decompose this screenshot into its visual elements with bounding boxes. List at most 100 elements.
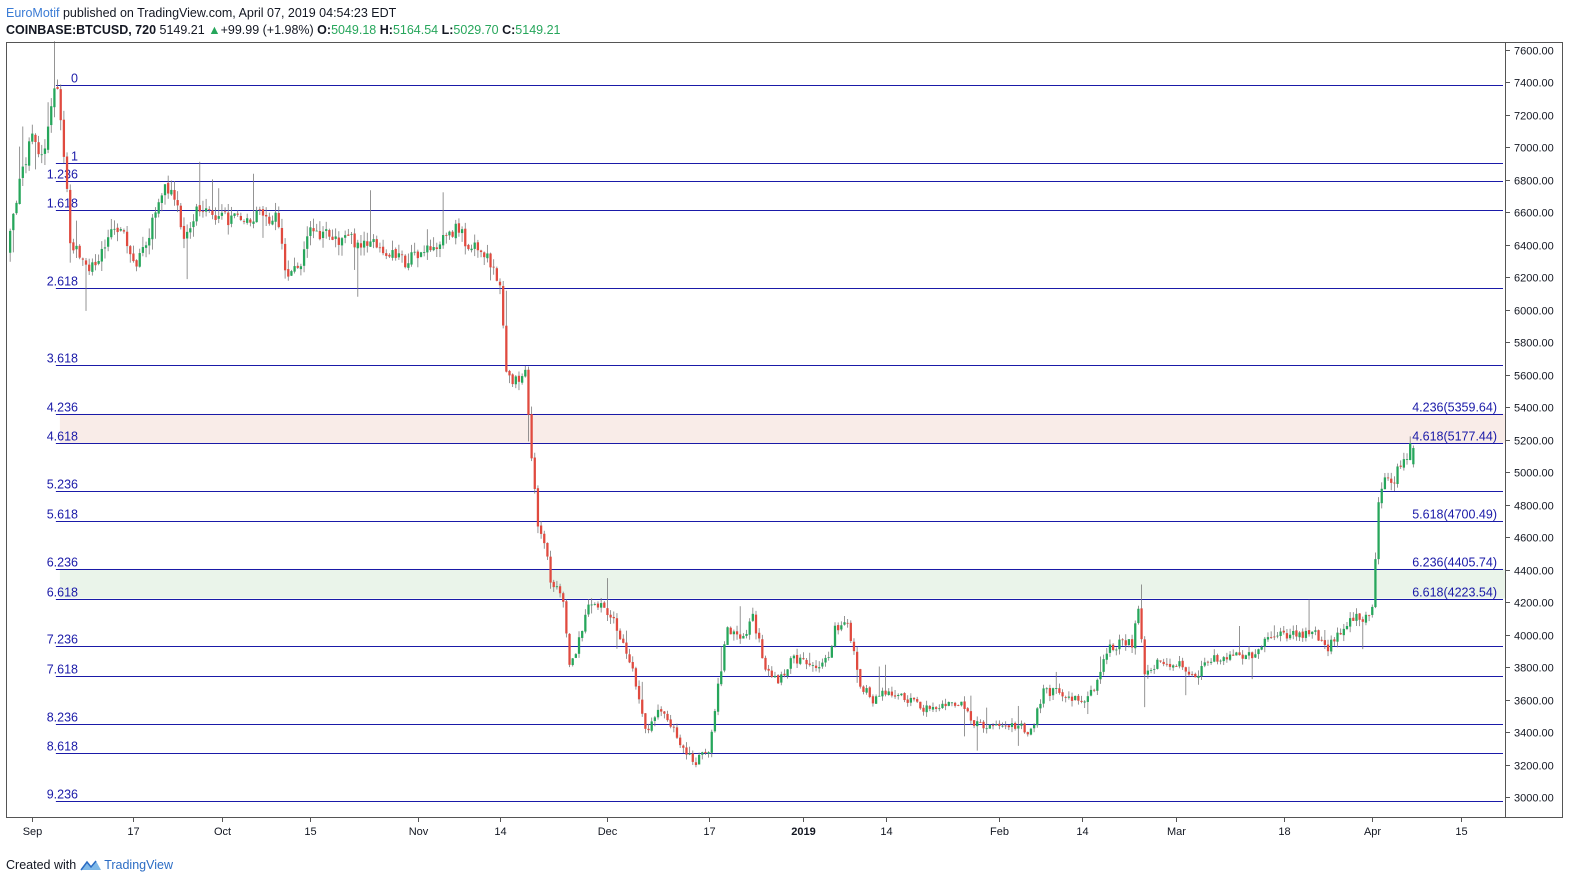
candle-body	[173, 190, 176, 200]
tradingview-brand: TradingView	[104, 858, 173, 872]
candle	[353, 228, 356, 270]
candle-body	[1247, 652, 1251, 656]
candle	[799, 654, 802, 666]
candle-body	[1301, 631, 1304, 638]
candle-body	[720, 671, 723, 685]
candle-body	[62, 119, 66, 157]
fib-ratio-label: 0	[71, 72, 78, 86]
candle	[985, 707, 988, 734]
candle-body	[647, 728, 650, 731]
candle	[931, 702, 935, 712]
candle-body	[1156, 659, 1159, 669]
candle	[1257, 648, 1260, 659]
candle-body	[780, 674, 783, 683]
candle	[786, 669, 789, 679]
fib-retracement[interactable]: 0 1 1.236 1.618 2.618 3.618 4.236 4.236(5359.64…	[47, 72, 1503, 802]
candle	[1330, 635, 1333, 655]
candle-body	[18, 178, 21, 204]
candle-body	[950, 702, 954, 704]
candle	[318, 221, 322, 241]
candle-body	[1393, 482, 1396, 484]
candle-body	[887, 691, 890, 696]
candle-body	[350, 233, 353, 235]
candle	[1225, 652, 1229, 663]
candle	[233, 213, 236, 219]
candle-body	[865, 688, 868, 693]
candle	[1345, 621, 1349, 631]
candle	[432, 237, 435, 252]
candle	[555, 580, 559, 590]
candle	[1137, 605, 1140, 625]
candle	[1115, 647, 1118, 656]
candle	[593, 602, 596, 606]
candle	[612, 611, 615, 624]
candle-body	[78, 245, 81, 258]
price-tick-label: 6400.00	[1514, 241, 1554, 253]
candle-body	[1333, 639, 1336, 642]
candle-body	[1190, 674, 1194, 676]
candle-body	[795, 654, 799, 664]
candle-body	[1311, 631, 1314, 635]
price-axis[interactable]: 7600.00 7400.00 7200.00 7000.00 6800.00 6600.…	[1505, 46, 1554, 805]
candle-body	[148, 237, 151, 246]
candle-body	[593, 604, 596, 605]
candle	[211, 179, 214, 220]
candle	[855, 646, 859, 683]
candle	[135, 259, 138, 272]
price-axis-frame[interactable]	[1505, 42, 1563, 818]
candle-body	[356, 242, 359, 249]
candle	[1371, 604, 1374, 618]
candle-body	[435, 247, 438, 250]
candle	[242, 219, 246, 225]
candle	[1058, 683, 1061, 695]
time-tick-label: Apr	[1364, 826, 1381, 838]
candle-body	[786, 669, 789, 677]
tradingview-link[interactable]: TradingView	[80, 857, 173, 873]
time-axis[interactable]: Sep 17 Oct 15 Nov 14 Dec 17 2019 14 Feb 14 Mar 18 Apr 1…	[23, 817, 1468, 838]
candle-body	[843, 622, 846, 625]
fib-ratio-label: 6.236	[47, 556, 78, 570]
candle	[685, 742, 688, 760]
price-tick-label: 4400.00	[1514, 566, 1554, 578]
candle-body	[1083, 701, 1086, 703]
candle	[214, 207, 217, 225]
candle	[344, 230, 347, 244]
candle	[704, 748, 707, 755]
candle	[81, 257, 84, 266]
candle-body	[1115, 649, 1118, 651]
candle	[1026, 731, 1029, 737]
candle	[129, 244, 132, 263]
candle	[359, 234, 363, 256]
candle	[571, 658, 574, 667]
candle-body	[644, 713, 647, 729]
candle	[1093, 688, 1096, 693]
time-tick-label: 14	[494, 826, 506, 838]
candle-body	[290, 271, 293, 276]
candle-body	[344, 235, 347, 238]
candle	[110, 218, 113, 240]
candle	[1311, 631, 1314, 639]
candle	[1374, 552, 1377, 609]
candle-body	[1409, 443, 1412, 461]
candle	[489, 252, 492, 281]
candle-body	[1412, 448, 1415, 465]
candle	[1317, 629, 1320, 642]
candle	[1175, 664, 1178, 667]
candle-body	[321, 231, 325, 238]
candle	[416, 249, 419, 268]
candle	[1077, 694, 1080, 705]
candle-body	[1093, 689, 1096, 691]
candle-body	[1172, 665, 1175, 668]
candle-body	[1314, 630, 1317, 632]
fib-ratio-label: 5.236	[47, 478, 78, 492]
candle	[1352, 612, 1355, 622]
candle-body	[1074, 695, 1077, 701]
candle	[230, 206, 233, 228]
candle-body	[1342, 628, 1345, 636]
author-name[interactable]: EuroMotif	[6, 6, 60, 20]
candle-body	[1288, 634, 1292, 639]
candle-body	[268, 216, 271, 224]
candle	[1235, 651, 1238, 656]
candle-body	[1285, 633, 1289, 639]
